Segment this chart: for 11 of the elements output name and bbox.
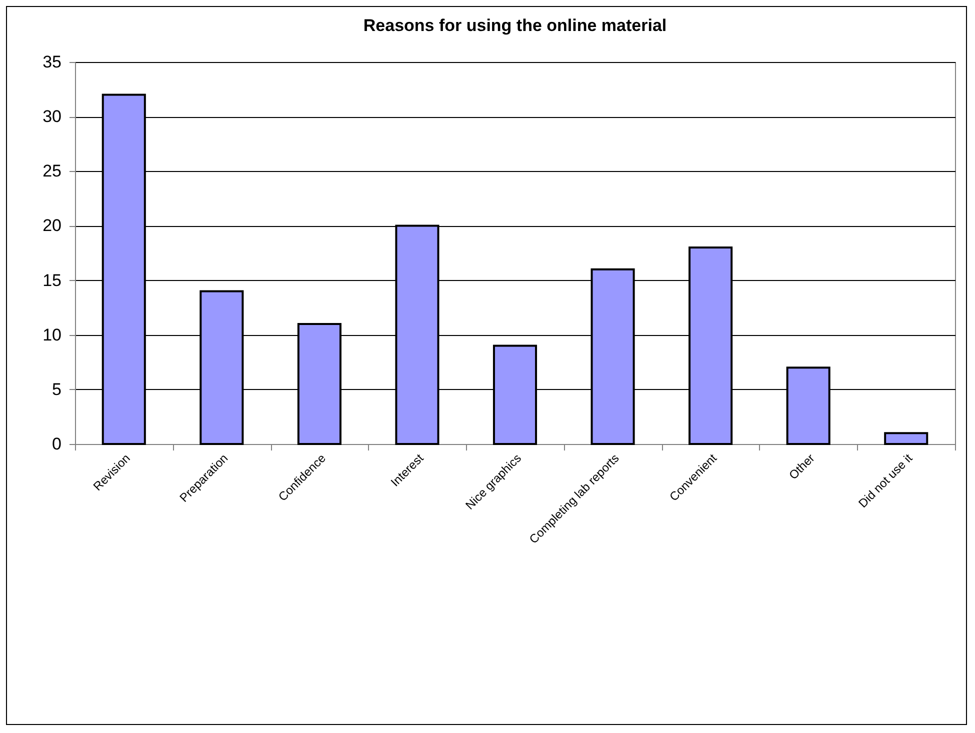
chart-title: Reasons for using the online material [363, 16, 667, 35]
y-tick-label: 30 [42, 107, 62, 126]
y-tick-label: 15 [42, 270, 62, 290]
y-tick-label: 20 [42, 216, 62, 236]
y-tick-label: 10 [42, 325, 62, 344]
bar [884, 432, 928, 445]
y-tick-label: 0 [52, 434, 62, 454]
y-tick-label: 25 [42, 162, 62, 181]
y-tick-label: 35 [42, 52, 62, 72]
x-tick-label: Did not use it [856, 450, 916, 511]
y-tick-label: 5 [52, 380, 62, 399]
